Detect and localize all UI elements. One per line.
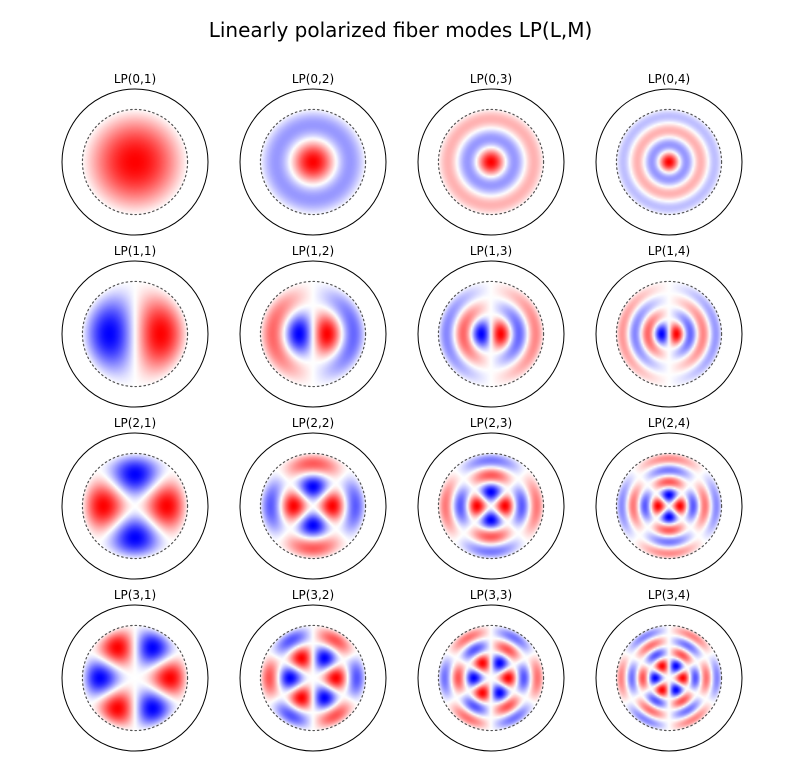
mode-svg [239, 260, 387, 408]
mode-panel [61, 604, 209, 752]
mode-cell: LP(1,2) [236, 244, 390, 408]
mode-cell: LP(3,4) [592, 588, 746, 752]
mode-cell: LP(0,1) [58, 72, 212, 236]
mode-title: LP(3,1) [114, 588, 156, 602]
mode-cell: LP(2,4) [592, 416, 746, 580]
figure-suptitle: Linearly polarized fiber modes LP(L,M) [0, 18, 801, 42]
mode-svg [595, 604, 743, 752]
mode-svg [239, 604, 387, 752]
mode-title: LP(2,2) [292, 416, 334, 430]
mode-title: LP(1,2) [292, 244, 334, 258]
mode-panel [239, 604, 387, 752]
mode-panel [595, 88, 743, 236]
mode-title: LP(3,4) [648, 588, 690, 602]
mode-panel [61, 432, 209, 580]
mode-title: LP(2,1) [114, 416, 156, 430]
mode-svg [239, 432, 387, 580]
mode-cell: LP(0,4) [592, 72, 746, 236]
mode-panel [595, 604, 743, 752]
mode-svg [595, 432, 743, 580]
mode-title: LP(1,3) [470, 244, 512, 258]
mode-title: LP(2,3) [470, 416, 512, 430]
mode-svg [417, 88, 565, 236]
mode-svg [239, 88, 387, 236]
mode-title: LP(3,2) [292, 588, 334, 602]
mode-panel [595, 432, 743, 580]
mode-panel [417, 260, 565, 408]
mode-panel [239, 88, 387, 236]
mode-svg [595, 88, 743, 236]
mode-title: LP(3,3) [470, 588, 512, 602]
mode-svg [417, 260, 565, 408]
mode-panel [417, 88, 565, 236]
mode-title: LP(0,3) [470, 72, 512, 86]
mode-cell: LP(2,3) [414, 416, 568, 580]
mode-panel [417, 432, 565, 580]
subplot-grid: LP(0,1) LP(0,2) LP(0,3) LP(0,4) LP(1,1) LP(1,… [58, 72, 746, 752]
mode-panel [61, 260, 209, 408]
mode-cell: LP(3,3) [414, 588, 568, 752]
mode-panel [61, 88, 209, 236]
mode-cell: LP(0,2) [236, 72, 390, 236]
mode-panel [595, 260, 743, 408]
figure: Linearly polarized fiber modes LP(L,M) L… [0, 0, 801, 773]
mode-title: LP(2,4) [648, 416, 690, 430]
mode-svg [595, 260, 743, 408]
mode-svg [417, 604, 565, 752]
mode-title: LP(0,1) [114, 72, 156, 86]
mode-svg [61, 604, 209, 752]
mode-cell: LP(2,1) [58, 416, 212, 580]
mode-title: LP(0,4) [648, 72, 690, 86]
mode-panel [417, 604, 565, 752]
mode-panel [239, 260, 387, 408]
mode-title: LP(1,1) [114, 244, 156, 258]
mode-svg [61, 88, 209, 236]
mode-cell: LP(1,3) [414, 244, 568, 408]
mode-title: LP(0,2) [292, 72, 334, 86]
mode-panel [239, 432, 387, 580]
mode-cell: LP(3,2) [236, 588, 390, 752]
mode-svg [61, 260, 209, 408]
mode-cell: LP(2,2) [236, 416, 390, 580]
mode-cell: LP(0,3) [414, 72, 568, 236]
mode-svg [417, 432, 565, 580]
mode-cell: LP(1,1) [58, 244, 212, 408]
mode-title: LP(1,4) [648, 244, 690, 258]
mode-cell: LP(3,1) [58, 588, 212, 752]
mode-svg [61, 432, 209, 580]
mode-cell: LP(1,4) [592, 244, 746, 408]
